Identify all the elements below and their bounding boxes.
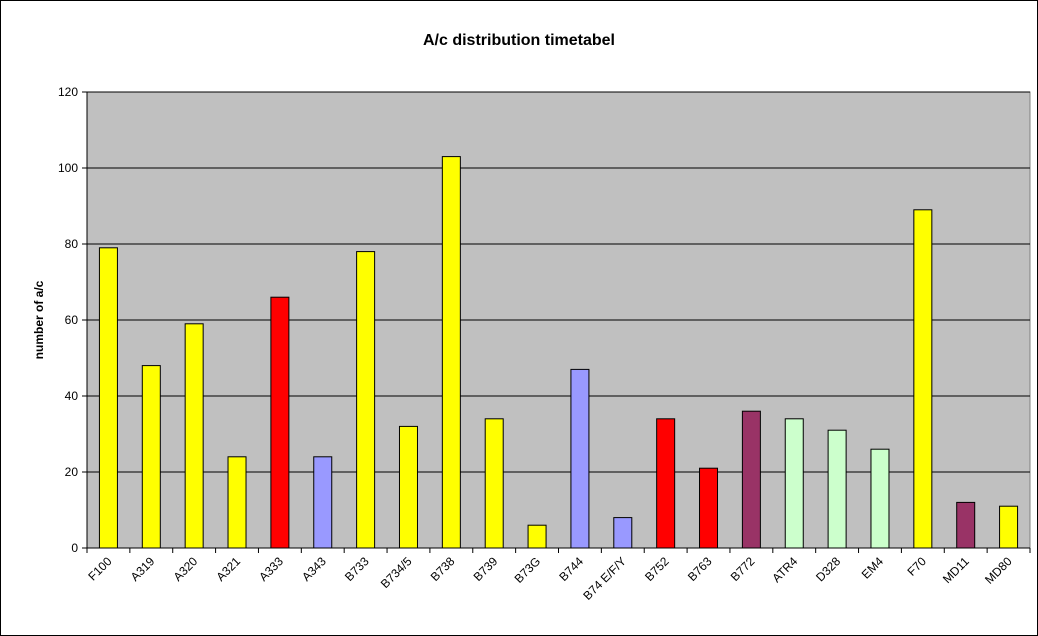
x-tick-label: EM4 <box>859 554 887 582</box>
bar-a321 <box>227 456 247 549</box>
y-tick-label: 120 <box>58 85 78 99</box>
bar-b763 <box>699 467 719 549</box>
axes <box>82 91 1031 553</box>
x-tick-label: B739 <box>471 554 501 584</box>
x-tick-label: B772 <box>728 554 758 584</box>
bar-b744 <box>570 368 590 549</box>
x-tick-label: B74 E/F/Y <box>580 554 629 603</box>
bar-a319 <box>141 365 161 549</box>
x-tick-label: B744 <box>556 554 586 584</box>
x-tick-label: A321 <box>213 554 243 584</box>
x-tick-label: D328 <box>813 554 843 584</box>
y-tick-labels: 0 20 40 60 80 100 120 <box>58 85 78 555</box>
chart-title: A/c distribution timetabel <box>422 32 615 49</box>
bar-d328 <box>827 429 847 549</box>
y-tick-label: 60 <box>65 313 79 327</box>
x-tick-labels: F100 A319 A320 A321 A333 A343 B733 B734/5 B738 B7… <box>85 554 1015 603</box>
x-tick-label: A319 <box>128 554 158 584</box>
bar-f70 <box>913 209 933 549</box>
bar-md11 <box>956 501 976 549</box>
x-tick-label: MD11 <box>940 554 972 586</box>
y-tick-label: 0 <box>71 541 78 555</box>
y-axis-label: number of a/c <box>32 280 46 359</box>
x-tick-label: B734/5 <box>378 554 415 591</box>
x-tick-label: F100 <box>85 554 114 583</box>
x-tick-label: B752 <box>642 554 672 584</box>
x-tick-label: B73G <box>512 554 544 586</box>
bars <box>98 156 1019 549</box>
bar-a320 <box>184 323 204 549</box>
bar-a333 <box>270 296 290 549</box>
bar-md80 <box>999 505 1019 549</box>
x-tick-label: A320 <box>171 554 201 584</box>
x-tick-label: F70 <box>904 554 929 579</box>
bar-b739 <box>484 418 504 549</box>
x-tick-label: B733 <box>342 554 372 584</box>
bar-atr4 <box>784 418 804 549</box>
bar-b752 <box>656 418 676 549</box>
y-tick-label: 80 <box>65 237 79 251</box>
x-tick-label: MD80 <box>982 554 1015 587</box>
x-tick-label: B763 <box>685 554 715 584</box>
bar-b734-5 <box>398 425 418 549</box>
y-tick-label: 20 <box>65 465 79 479</box>
x-tick-label: A333 <box>256 554 286 584</box>
bar-f100 <box>98 247 118 549</box>
bar-em4 <box>870 448 890 549</box>
y-tick-label: 100 <box>58 161 78 175</box>
bar-b772 <box>741 410 761 549</box>
x-tick-label: ATR4 <box>769 554 800 585</box>
bar-a343 <box>313 456 333 549</box>
bar-b738 <box>441 156 461 549</box>
bar-b74-e-f-y <box>613 517 633 549</box>
x-tick-label: A343 <box>299 554 329 584</box>
bar-b733 <box>356 251 376 549</box>
bar-b73g <box>527 524 547 549</box>
y-tick-label: 40 <box>65 389 79 403</box>
x-tick-label: B738 <box>428 554 458 584</box>
